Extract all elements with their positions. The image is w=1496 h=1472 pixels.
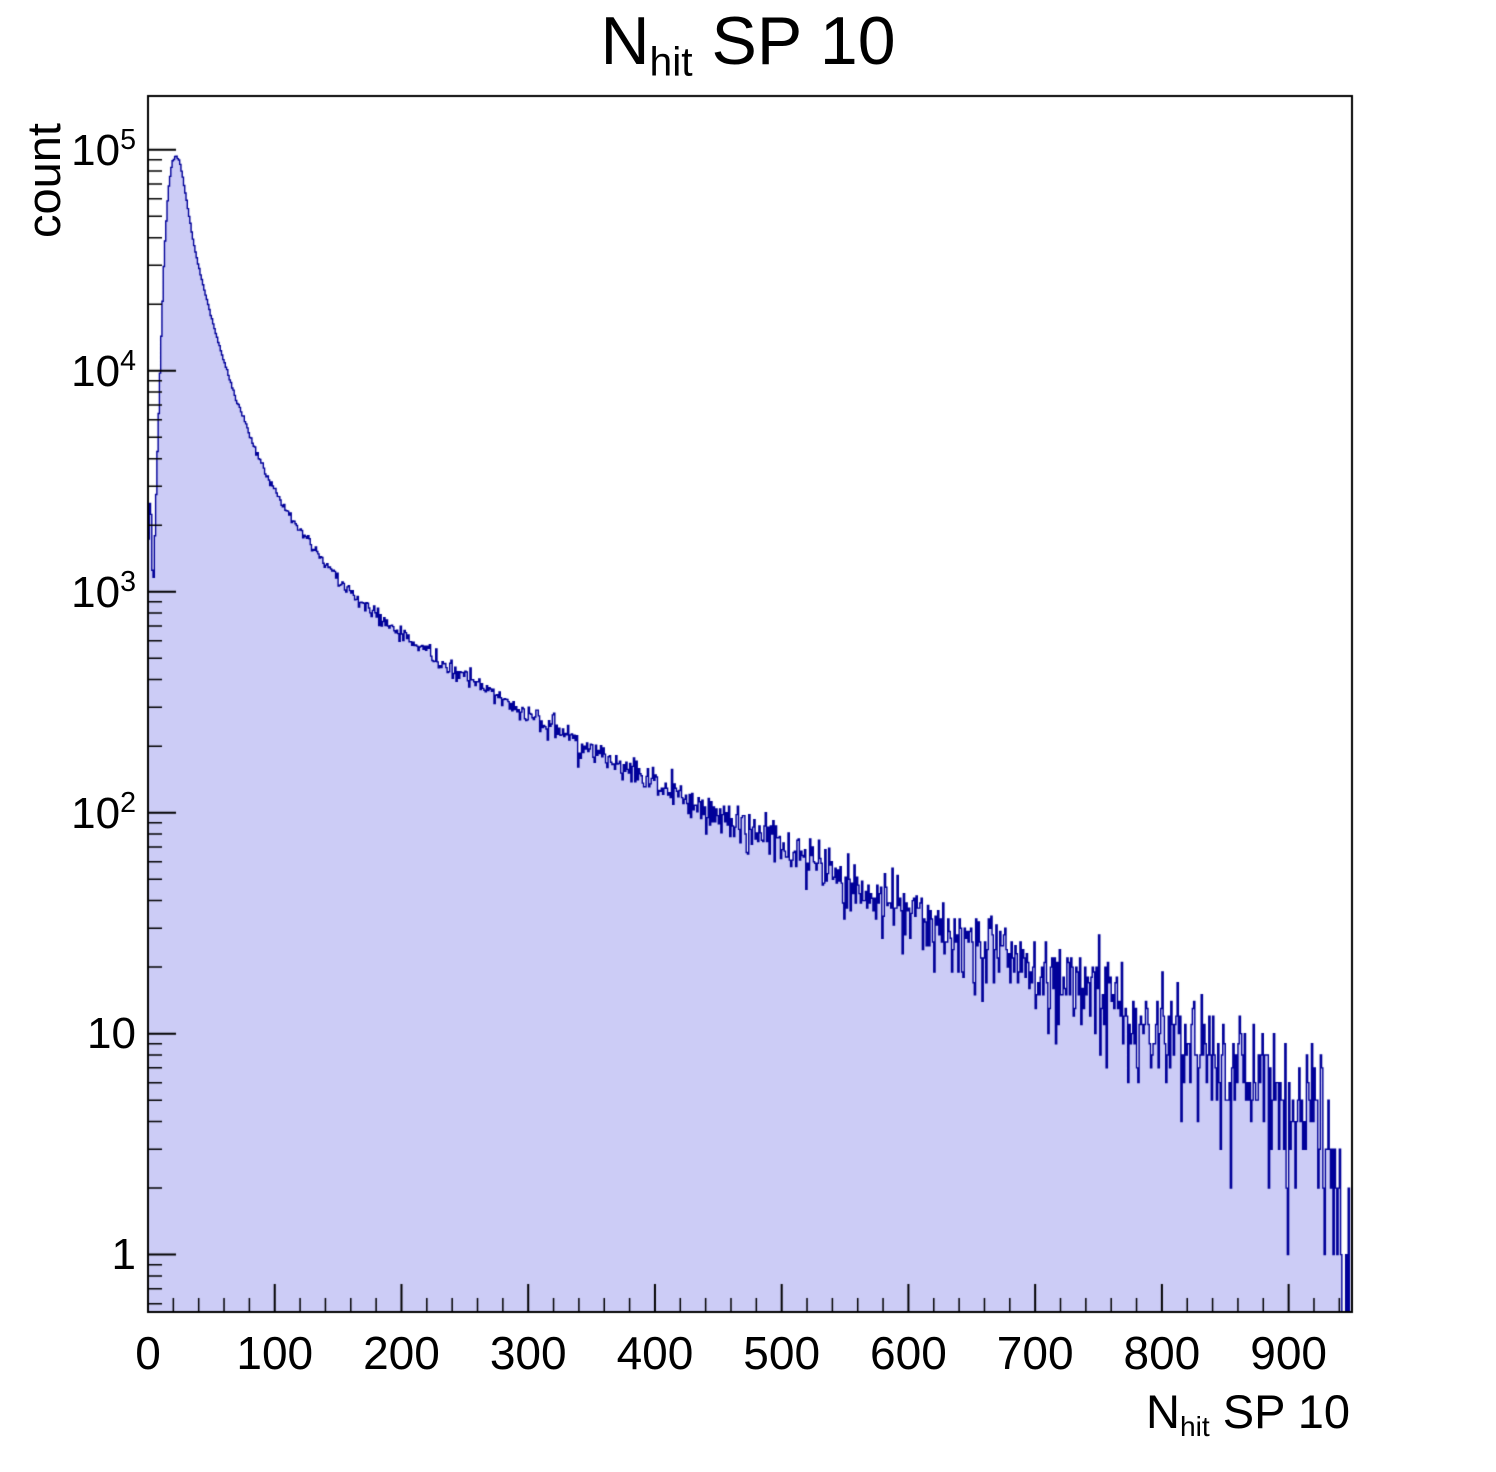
- x-tick-label: 800: [1123, 1327, 1201, 1379]
- x-tick-label: 900: [1250, 1327, 1327, 1379]
- x-tick-label: 600: [870, 1327, 947, 1379]
- y-tick-label: 104: [71, 344, 136, 396]
- x-tick-label: 500: [743, 1327, 821, 1379]
- x-tick-label: 400: [616, 1327, 694, 1379]
- x-tick-label: 0: [135, 1327, 161, 1379]
- y-tick-label: 103: [71, 565, 136, 617]
- chart-title-rest: SP 10: [692, 3, 896, 79]
- y-tick-label: 102: [71, 786, 136, 838]
- x-tick-label: 100: [236, 1327, 314, 1379]
- x-tick-label: 200: [363, 1327, 440, 1379]
- x-axis-title-subscript: hit: [1179, 1409, 1210, 1442]
- x-tick-label: 700: [996, 1327, 1074, 1379]
- chart-title-subscript: hit: [649, 38, 693, 85]
- y-tick-label: 1: [111, 1229, 136, 1279]
- x-axis-title-rest: SP 10: [1209, 1385, 1350, 1438]
- x-axis-title-prefix: N: [1146, 1385, 1180, 1438]
- x-tick-label: 300: [489, 1327, 567, 1379]
- x-axis-title: Nhit SP 10: [1146, 1384, 1350, 1443]
- chart-title: Nhit SP 10: [600, 2, 895, 85]
- chart-title-prefix: N: [600, 3, 650, 79]
- y-tick-label: 105: [71, 123, 136, 175]
- y-tick-label: 10: [87, 1008, 136, 1058]
